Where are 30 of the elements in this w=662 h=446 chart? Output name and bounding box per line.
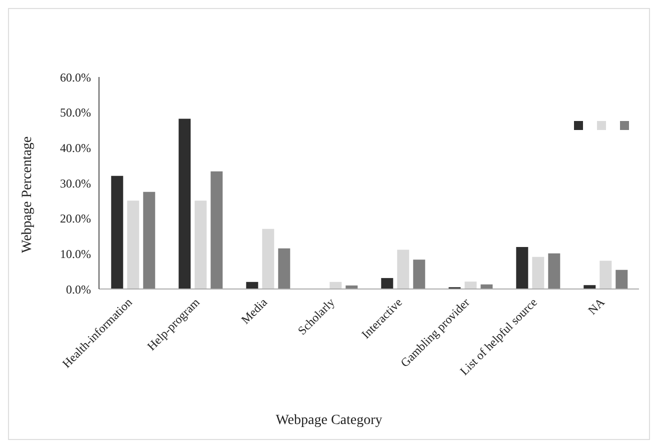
bar: [584, 285, 596, 289]
bar: [111, 176, 124, 289]
bar: [262, 228, 274, 289]
y-tick-label: 50.0%: [60, 106, 91, 120]
bar: [516, 246, 528, 289]
y-axis-title: Webpage Percentage: [20, 136, 35, 253]
bar: [600, 260, 612, 289]
bar: [616, 270, 628, 289]
y-tick-label: 30.0%: [60, 176, 91, 190]
x-axis-title: Webpage Category: [274, 413, 384, 429]
bar: [194, 200, 207, 289]
y-tick-label: 0.0%: [66, 282, 91, 296]
y-tick-label: 40.0%: [60, 140, 91, 155]
bar: [548, 253, 560, 289]
bar: [127, 200, 140, 289]
bar: [381, 278, 394, 289]
bar: [330, 282, 342, 289]
bar: [413, 260, 426, 289]
bar: [397, 250, 410, 289]
bar: [246, 282, 258, 289]
bar: [532, 256, 544, 289]
y-tick-label: 20.0%: [60, 212, 91, 226]
y-tick-label: 10.0%: [60, 246, 91, 261]
bar: [210, 171, 223, 289]
y-tick-label: 60.0%: [60, 70, 91, 84]
x-tick-label: NA: [585, 294, 608, 318]
bar: [464, 282, 477, 289]
bar: [278, 248, 290, 289]
bar: [178, 118, 191, 289]
bar: [143, 192, 156, 289]
